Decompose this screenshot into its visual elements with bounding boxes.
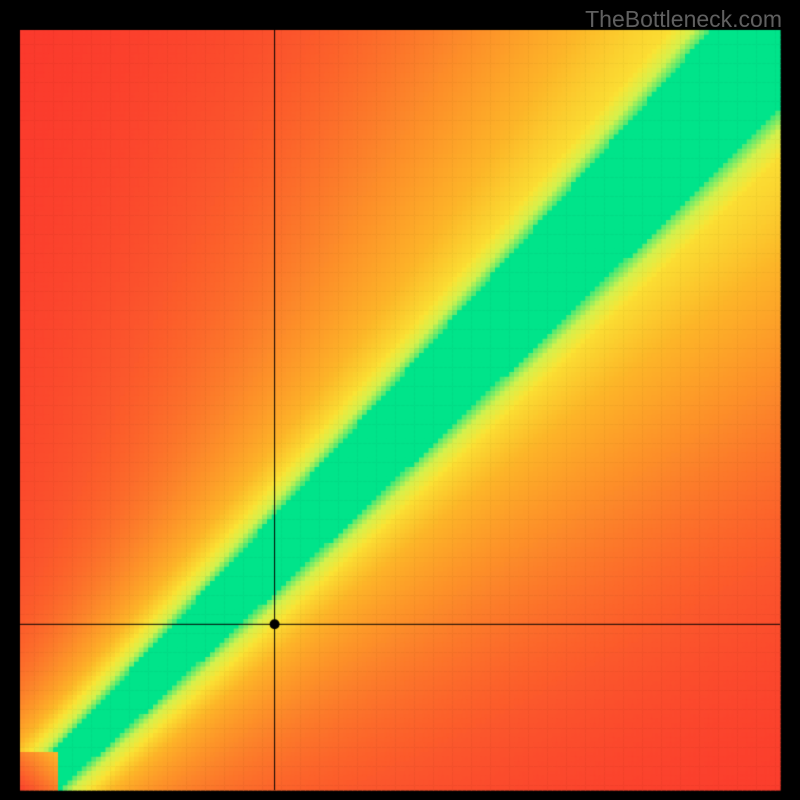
chart-container: TheBottleneck.com	[0, 0, 800, 800]
watermark-text: TheBottleneck.com	[585, 6, 782, 33]
bottleneck-heatmap	[0, 0, 800, 800]
